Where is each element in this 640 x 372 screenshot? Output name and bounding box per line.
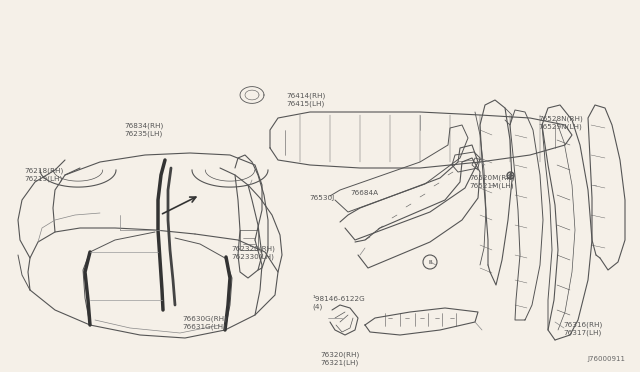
Text: 76316(RH)
76317(LH): 76316(RH) 76317(LH) xyxy=(563,322,602,336)
Text: 76528N(RH)
76529N(LH): 76528N(RH) 76529N(LH) xyxy=(539,115,584,130)
Text: B: B xyxy=(428,260,432,264)
Text: 76520M(RH)
76521M(LH): 76520M(RH) 76521M(LH) xyxy=(470,174,515,189)
Text: ¹98146-6122G
(4): ¹98146-6122G (4) xyxy=(312,296,365,310)
Text: 762320(RH)
762330(LH): 762320(RH) 762330(LH) xyxy=(232,246,276,260)
Text: 76320(RH)
76321(LH): 76320(RH) 76321(LH) xyxy=(320,352,359,366)
Text: 76834(RH)
76235(LH): 76834(RH) 76235(LH) xyxy=(125,123,164,137)
Text: 76530J: 76530J xyxy=(310,195,335,201)
Text: 76414(RH)
76415(LH): 76414(RH) 76415(LH) xyxy=(287,92,326,107)
Text: 76684A: 76684A xyxy=(351,190,379,196)
Text: J76000911: J76000911 xyxy=(587,356,625,362)
Text: 76218(RH)
76219(LH): 76218(RH) 76219(LH) xyxy=(24,167,63,182)
Text: 76630G(RH)
76631G(LH): 76630G(RH) 76631G(LH) xyxy=(182,315,227,330)
